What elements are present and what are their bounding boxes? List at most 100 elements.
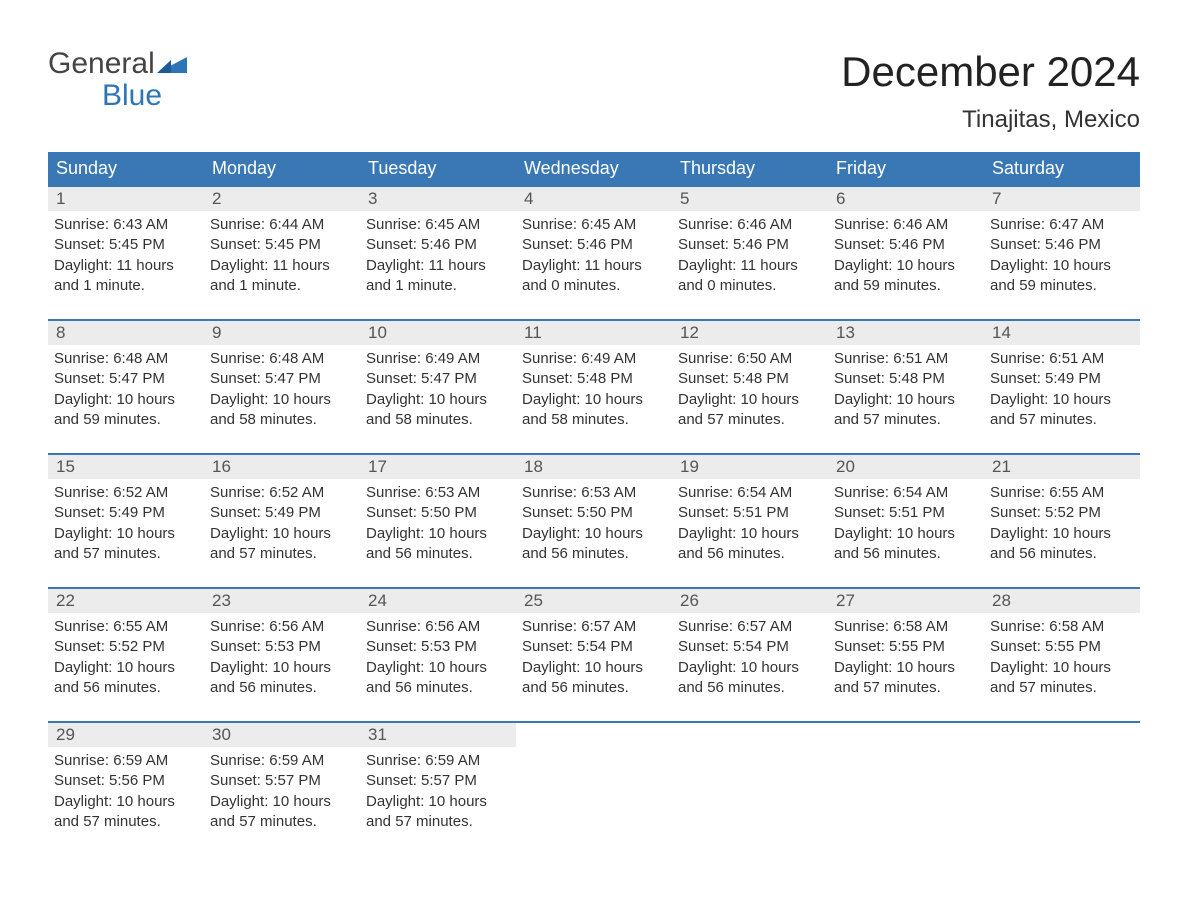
dl2-text: and 56 minutes. bbox=[834, 544, 978, 564]
sunset-text: Sunset: 5:47 PM bbox=[54, 369, 198, 389]
dl1-text: Daylight: 10 hours bbox=[54, 524, 198, 544]
dl1-text: Daylight: 10 hours bbox=[990, 524, 1134, 544]
calendar-cell: 24Sunrise: 6:56 AMSunset: 5:53 PMDayligh… bbox=[360, 589, 516, 707]
day-number: 14 bbox=[984, 321, 1140, 345]
day-number: 13 bbox=[828, 321, 984, 345]
day-number: 1 bbox=[48, 187, 204, 211]
day-header-sat: Saturday bbox=[984, 152, 1140, 185]
sunrise-text: Sunrise: 6:51 AM bbox=[834, 349, 978, 369]
day-number: 5 bbox=[672, 187, 828, 211]
calendar-cell-empty bbox=[516, 723, 672, 841]
day-number: 9 bbox=[204, 321, 360, 345]
day-number: 11 bbox=[516, 321, 672, 345]
day-header-tue: Tuesday bbox=[360, 152, 516, 185]
day-header-thu: Thursday bbox=[672, 152, 828, 185]
day-number: 2 bbox=[204, 187, 360, 211]
logo-flag-icon bbox=[157, 48, 187, 80]
calendar-cell: 22Sunrise: 6:55 AMSunset: 5:52 PMDayligh… bbox=[48, 589, 204, 707]
dl2-text: and 57 minutes. bbox=[54, 812, 198, 832]
day-number: 21 bbox=[984, 455, 1140, 479]
dl2-text: and 58 minutes. bbox=[366, 410, 510, 430]
sunrise-text: Sunrise: 6:49 AM bbox=[366, 349, 510, 369]
sunrise-text: Sunrise: 6:59 AM bbox=[54, 751, 198, 771]
sunrise-text: Sunrise: 6:48 AM bbox=[210, 349, 354, 369]
sunrise-text: Sunrise: 6:44 AM bbox=[210, 215, 354, 235]
sunset-text: Sunset: 5:46 PM bbox=[834, 235, 978, 255]
calendar-cell: 20Sunrise: 6:54 AMSunset: 5:51 PMDayligh… bbox=[828, 455, 984, 573]
calendar-cell: 10 Sunrise: 6:49 AMSunset: 5:47 PMDayligh… bbox=[360, 321, 516, 439]
calendar-cell: 3Sunrise: 6:45 AMSunset: 5:46 PMDaylight… bbox=[360, 187, 516, 305]
sunrise-text: Sunrise: 6:55 AM bbox=[990, 483, 1134, 503]
sunset-text: Sunset: 5:48 PM bbox=[834, 369, 978, 389]
sunrise-text: Sunrise: 6:59 AM bbox=[366, 751, 510, 771]
day-number: 22 bbox=[48, 589, 204, 613]
sunset-text: Sunset: 5:50 PM bbox=[522, 503, 666, 523]
day-number: 18 bbox=[516, 455, 672, 479]
dl1-text: Daylight: 10 hours bbox=[210, 658, 354, 678]
day-header-row: Sunday Monday Tuesday Wednesday Thursday… bbox=[48, 152, 1140, 185]
calendar-cell: 14Sunrise: 6:51 AMSunset: 5:49 PMDayligh… bbox=[984, 321, 1140, 439]
calendar-week: 8Sunrise: 6:48 AMSunset: 5:47 PMDaylight… bbox=[48, 319, 1140, 439]
sunset-text: Sunset: 5:54 PM bbox=[522, 637, 666, 657]
sunset-text: Sunset: 5:56 PM bbox=[54, 771, 198, 791]
calendar-cell: 31Sunrise: 6:59 AMSunset: 5:57 PMDayligh… bbox=[360, 723, 516, 841]
calendar-cell: 7Sunrise: 6:47 AMSunset: 5:46 PMDaylight… bbox=[984, 187, 1140, 305]
dl2-text: and 58 minutes. bbox=[210, 410, 354, 430]
calendar-cell: 29Sunrise: 6:59 AMSunset: 5:56 PMDayligh… bbox=[48, 723, 204, 841]
day-number: 29 bbox=[48, 723, 204, 747]
sunset-text: Sunset: 5:51 PM bbox=[678, 503, 822, 523]
dl2-text: and 59 minutes. bbox=[834, 276, 978, 296]
calendar-cell: 12Sunrise: 6:50 AMSunset: 5:48 PMDayligh… bbox=[672, 321, 828, 439]
sunrise-text: Sunrise: 6:45 AM bbox=[522, 215, 666, 235]
dl2-text: and 57 minutes. bbox=[210, 544, 354, 564]
sunset-text: Sunset: 5:52 PM bbox=[990, 503, 1134, 523]
day-number: 6 bbox=[828, 187, 984, 211]
sunrise-text: Sunrise: 6:50 AM bbox=[678, 349, 822, 369]
dl2-text: and 56 minutes. bbox=[54, 678, 198, 698]
day-number: 4 bbox=[516, 187, 672, 211]
dl1-text: Daylight: 10 hours bbox=[678, 658, 822, 678]
calendar-cell: 9Sunrise: 6:48 AMSunset: 5:47 PMDaylight… bbox=[204, 321, 360, 439]
sunset-text: Sunset: 5:46 PM bbox=[678, 235, 822, 255]
day-number: 25 bbox=[516, 589, 672, 613]
sunrise-text: Sunrise: 6:58 AM bbox=[834, 617, 978, 637]
sunset-text: Sunset: 5:51 PM bbox=[834, 503, 978, 523]
calendar-cell: 25Sunrise: 6:57 AMSunset: 5:54 PMDayligh… bbox=[516, 589, 672, 707]
dl1-text: Daylight: 10 hours bbox=[834, 524, 978, 544]
dl1-text: Daylight: 10 hours bbox=[990, 390, 1134, 410]
sunrise-text: Sunrise: 6:48 AM bbox=[54, 349, 198, 369]
dl2-text: and 57 minutes. bbox=[54, 544, 198, 564]
dl2-text: and 1 minute. bbox=[54, 276, 198, 296]
logo: General Blue bbox=[48, 48, 187, 111]
calendar-week: 29Sunrise: 6:59 AMSunset: 5:56 PMDayligh… bbox=[48, 721, 1140, 841]
sunrise-text: Sunrise: 6:51 AM bbox=[990, 349, 1134, 369]
sunrise-text: Sunrise: 6:53 AM bbox=[522, 483, 666, 503]
sunset-text: Sunset: 5:52 PM bbox=[54, 637, 198, 657]
sunset-text: Sunset: 5:47 PM bbox=[366, 369, 510, 389]
day-number: 27 bbox=[828, 589, 984, 613]
sunrise-text: Sunrise: 6:59 AM bbox=[210, 751, 354, 771]
dl1-text: Daylight: 10 hours bbox=[210, 524, 354, 544]
calendar-cell: 27Sunrise: 6:58 AMSunset: 5:55 PMDayligh… bbox=[828, 589, 984, 707]
sunset-text: Sunset: 5:50 PM bbox=[366, 503, 510, 523]
dl2-text: and 56 minutes. bbox=[678, 678, 822, 698]
sunrise-text: Sunrise: 6:54 AM bbox=[834, 483, 978, 503]
dl2-text: and 57 minutes. bbox=[834, 410, 978, 430]
dl1-text: Daylight: 11 hours bbox=[54, 256, 198, 276]
sunset-text: Sunset: 5:55 PM bbox=[990, 637, 1134, 657]
dl1-text: Daylight: 10 hours bbox=[366, 390, 510, 410]
day-number: 15 bbox=[48, 455, 204, 479]
sunset-text: Sunset: 5:46 PM bbox=[366, 235, 510, 255]
dl1-text: Daylight: 10 hours bbox=[834, 256, 978, 276]
calendar-cell: 28Sunrise: 6:58 AMSunset: 5:55 PMDayligh… bbox=[984, 589, 1140, 707]
dl1-text: Daylight: 10 hours bbox=[990, 658, 1134, 678]
dl1-text: Daylight: 10 hours bbox=[366, 792, 510, 812]
dl2-text: and 56 minutes. bbox=[366, 544, 510, 564]
dl1-text: Daylight: 11 hours bbox=[678, 256, 822, 276]
calendar-cell: 2Sunrise: 6:44 AMSunset: 5:45 PMDaylight… bbox=[204, 187, 360, 305]
sunset-text: Sunset: 5:53 PM bbox=[210, 637, 354, 657]
calendar: Sunday Monday Tuesday Wednesday Thursday… bbox=[48, 152, 1140, 841]
day-number: 10 bbox=[360, 321, 516, 345]
calendar-week: 15Sunrise: 6:52 AMSunset: 5:49 PMDayligh… bbox=[48, 453, 1140, 573]
dl1-text: Daylight: 11 hours bbox=[522, 256, 666, 276]
